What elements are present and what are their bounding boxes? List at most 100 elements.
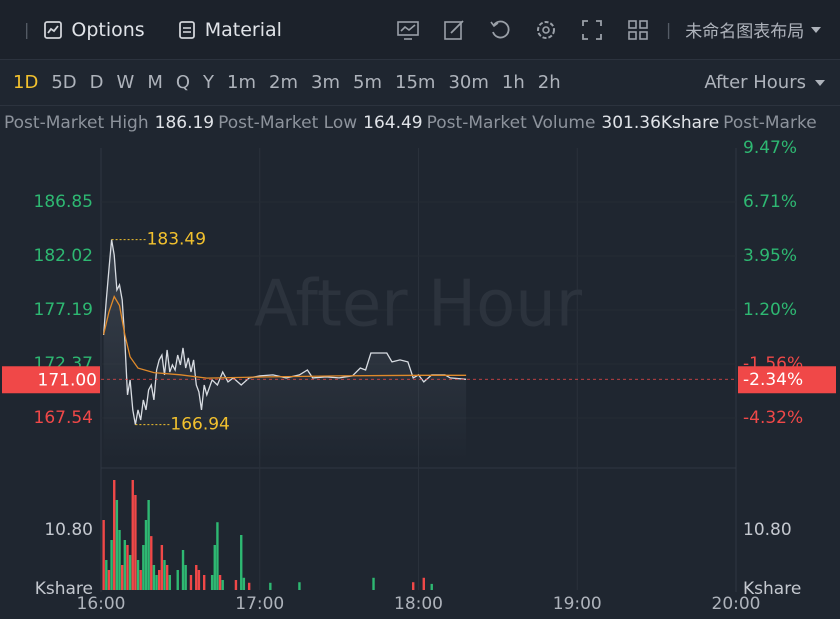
volume-bar: [118, 530, 121, 590]
watermark: After Hour: [254, 268, 583, 342]
volume-bar: [123, 540, 127, 590]
volume-unit: Kshare: [743, 579, 801, 599]
volume-bar: [195, 565, 198, 590]
y2-tick-label: -4.32%: [743, 408, 803, 428]
volume-bar: [240, 535, 243, 590]
volume-bar: [139, 570, 142, 590]
volume-bar: [115, 500, 119, 590]
tool-icons: [396, 18, 650, 42]
volume-bar: [147, 500, 150, 590]
stat-label: Post-Market Low: [218, 113, 358, 133]
last-change-tag: [738, 366, 836, 394]
reset-icon[interactable]: [488, 18, 512, 42]
volume-bar: [189, 575, 193, 590]
volume-bar: [120, 565, 124, 590]
volume-bar: [269, 582, 272, 590]
y-tick-label: 182.02: [34, 246, 93, 266]
y2-tick-label: 1.20%: [743, 300, 797, 320]
volume-bar: [163, 560, 166, 590]
volume-unit: Kshare: [35, 579, 93, 599]
stats-line: Post-Market High 186.19 Post-Market Low 164…: [4, 113, 840, 133]
session-selector[interactable]: After Hours: [704, 72, 826, 93]
y2-tick-label: 3.95%: [743, 246, 797, 266]
volume-bar: [422, 577, 425, 590]
fullscreen-icon[interactable]: [580, 18, 604, 42]
volume-bar: [131, 480, 134, 590]
price-line: [102, 239, 467, 425]
volume-bar: [221, 580, 224, 590]
volume-bar: [181, 550, 185, 590]
period-button[interactable]: 3m: [311, 72, 341, 93]
layout-name: 未命名图表布局: [685, 22, 805, 42]
options-button[interactable]: Options: [43, 18, 145, 41]
period-button[interactable]: 5D: [51, 72, 77, 93]
period-button[interactable]: 5m: [353, 72, 383, 93]
dropdown-arrow: [815, 79, 825, 86]
stat-value: 186.19: [154, 113, 215, 133]
stat-value: 301.36Kshare: [601, 113, 720, 133]
x-tick-label: 20:00: [712, 594, 761, 614]
period-button[interactable]: 30m: [448, 72, 489, 93]
period-button[interactable]: 1h: [501, 72, 525, 93]
volume-bar: [107, 570, 111, 590]
period-button[interactable]: W: [116, 72, 135, 93]
volume-bar: [168, 575, 171, 590]
separator: |: [24, 20, 30, 39]
volume-tick-label: 10.80: [44, 520, 93, 540]
volume-bar: [412, 582, 415, 590]
volume-bar: [134, 495, 137, 590]
period-button[interactable]: Q: [175, 72, 191, 93]
settings-icon[interactable]: [534, 18, 558, 42]
volume-bar: [210, 575, 214, 590]
annotation-label: 166.94: [170, 415, 229, 435]
volume-bar: [216, 522, 219, 590]
material-button[interactable]: Material: [177, 19, 282, 41]
x-tick-label: 17:00: [235, 594, 284, 614]
stat-label: Post-Market High: [4, 113, 149, 133]
indicator-icon[interactable]: [396, 18, 420, 42]
volume-bar: [105, 560, 108, 590]
period-bar: After Hours 1D 5D D W M Q Y 1m 2m 3m 5m 15m 30m 1h 2h: [0, 60, 840, 106]
volume-bar: [184, 565, 187, 590]
volume-bar: [160, 545, 164, 590]
volume-bar: [202, 575, 206, 590]
draw-icon[interactable]: [442, 18, 466, 42]
period-button[interactable]: 1m: [227, 72, 257, 93]
period-button[interactable]: 2m: [269, 72, 299, 93]
x-tick-label: 18:00: [394, 594, 443, 614]
last-price-label: 171.00: [38, 370, 97, 390]
separator: |: [665, 20, 672, 39]
y-tick-label: 167.54: [34, 408, 93, 428]
volume-bar: [110, 540, 113, 590]
last-price-tag: [2, 366, 100, 394]
stat-label: Post-Marke: [723, 113, 817, 133]
volume-bar: [113, 480, 116, 590]
period-button[interactable]: 2h: [537, 72, 561, 93]
volume-bar: [176, 570, 179, 590]
last-change-label: -2.34%: [743, 370, 803, 390]
volume-bar: [136, 560, 140, 590]
period-button[interactable]: 1D: [13, 72, 39, 93]
session-label: After Hours: [704, 72, 806, 93]
layout-icon[interactable]: [626, 18, 650, 42]
volume-bar: [144, 520, 148, 590]
period-button[interactable]: M: [147, 72, 163, 93]
annotation-label: 183.49: [147, 230, 206, 250]
volume-bar: [372, 577, 375, 590]
volume-bar: [242, 577, 246, 590]
period-button[interactable]: D: [89, 72, 104, 93]
options-label: Options: [71, 18, 145, 41]
period-button[interactable]: Y: [203, 72, 215, 93]
material-icon: [178, 20, 195, 39]
volume-bar: [430, 583, 433, 590]
volume-bar: [155, 575, 158, 590]
volume-bar: [142, 545, 145, 590]
top-toolbar: | Options Material | 未命名图表布局: [0, 0, 840, 60]
layout-selector[interactable]: 未命名图表布局: [685, 17, 822, 42]
volume-bar: [213, 545, 216, 590]
period-button[interactable]: 15m: [395, 72, 436, 93]
stat-label: Post-Market Volume: [426, 113, 596, 133]
y-tick-label: 177.19: [34, 300, 93, 320]
